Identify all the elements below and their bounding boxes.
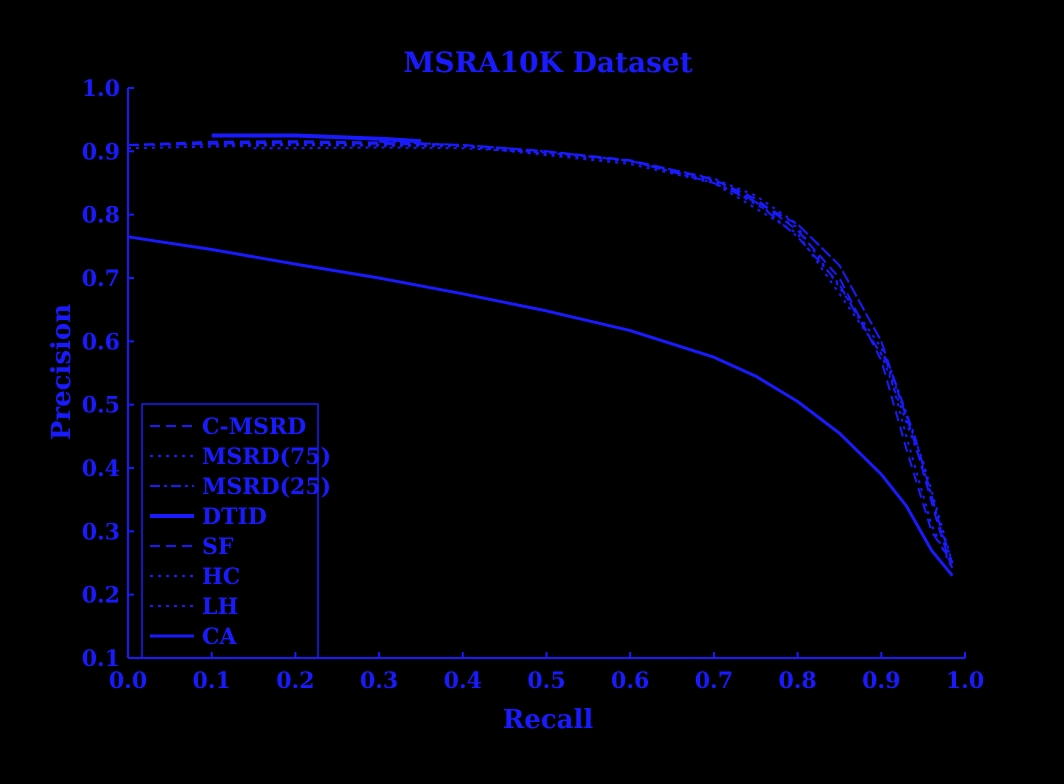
y-tick-label: 0.8 bbox=[82, 203, 120, 229]
legend-label: CA bbox=[202, 624, 238, 650]
series-line-dtid bbox=[211, 133, 422, 144]
x-tick-label: 0.1 bbox=[193, 668, 231, 694]
y-tick-label: 0.6 bbox=[82, 329, 120, 355]
chart-title: MSRA10K Dataset bbox=[403, 46, 692, 79]
y-tick-label: 0.3 bbox=[82, 519, 120, 545]
legend-label: C-MSRD bbox=[202, 414, 306, 440]
x-tick-label: 0.9 bbox=[862, 668, 900, 694]
x-tick-label: 0.5 bbox=[527, 668, 565, 694]
legend: C-MSRD MSRD(75) MSRD(25) DTID SF HC LH CA bbox=[141, 403, 331, 659]
x-tick-label: 0.2 bbox=[276, 668, 314, 694]
series-line-ca bbox=[127, 235, 954, 577]
x-tick-label: 0.0 bbox=[109, 668, 147, 694]
x-axis-ticks: 0.0 0.1 0.2 0.3 0.4 0.5 0.6 0.7 0.8 0.9 1.0 bbox=[109, 652, 984, 694]
legend-box bbox=[141, 403, 319, 659]
y-axis-title: Precision bbox=[47, 304, 77, 440]
y-tick-label: 0.7 bbox=[82, 266, 120, 292]
y-tick-label: 0.2 bbox=[82, 583, 120, 609]
y-tick-label: 0.1 bbox=[82, 646, 120, 672]
x-tick-label: 0.6 bbox=[611, 668, 649, 694]
legend-label: MSRD(25) bbox=[202, 474, 331, 500]
series-line-lh bbox=[127, 142, 954, 564]
x-tick-label: 0.8 bbox=[778, 668, 816, 694]
y-axis-ticks: 0.1 0.2 0.3 0.4 0.5 0.6 0.7 0.8 0.9 1.0 bbox=[82, 76, 134, 672]
y-tick-label: 0.5 bbox=[82, 393, 120, 419]
series-line-msrd-75 bbox=[253, 146, 954, 570]
y-tick-label: 1.0 bbox=[82, 76, 120, 102]
x-tick-label: 0.7 bbox=[695, 668, 733, 694]
y-tick-label: 0.4 bbox=[82, 456, 120, 482]
y-tick-label: 0.9 bbox=[82, 139, 120, 165]
x-tick-label: 1.0 bbox=[946, 668, 984, 694]
x-tick-label: 0.3 bbox=[360, 668, 398, 694]
legend-label: DTID bbox=[202, 504, 267, 530]
series-line-hc bbox=[127, 144, 954, 570]
legend-label: LH bbox=[202, 594, 238, 620]
legend-label: MSRD(75) bbox=[202, 444, 331, 470]
legend-label: SF bbox=[202, 534, 234, 560]
legend-label: HC bbox=[202, 564, 240, 590]
series-line-msrd-25 bbox=[379, 140, 954, 564]
series-line-c-msrd bbox=[127, 140, 954, 564]
x-tick-label: 0.4 bbox=[444, 668, 482, 694]
x-axis-title: Recall bbox=[503, 705, 594, 735]
series-lines bbox=[127, 133, 954, 577]
